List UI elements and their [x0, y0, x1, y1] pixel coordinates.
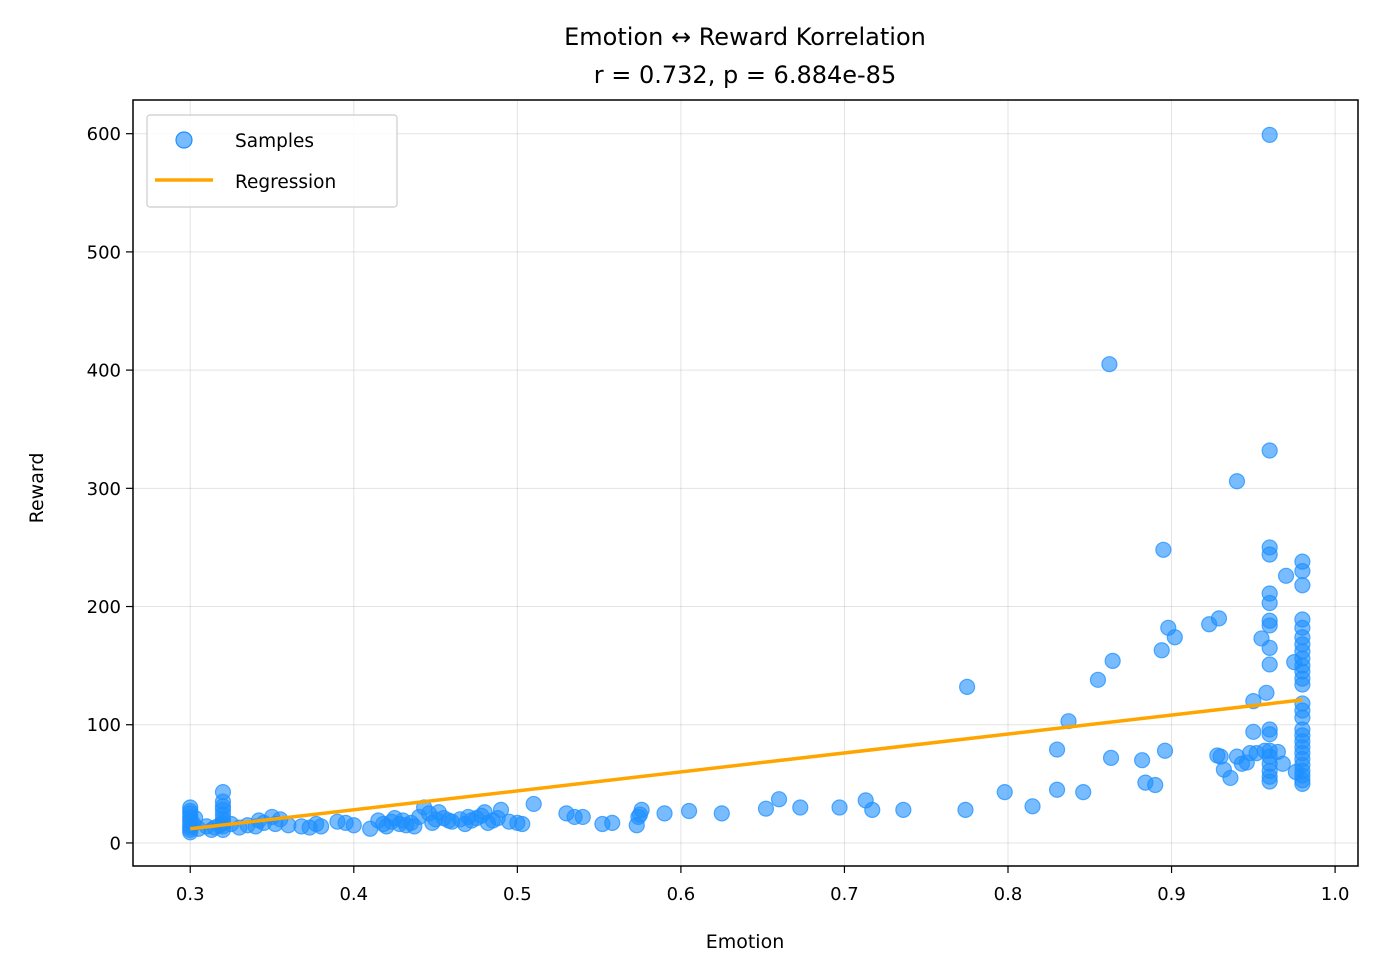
- sample-point: [1261, 656, 1278, 673]
- sample-point: [864, 801, 881, 818]
- regression-line: [190, 698, 1303, 831]
- sample-point: [957, 801, 974, 818]
- sample-point: [1048, 781, 1066, 798]
- sample-point: [1156, 742, 1174, 759]
- legend-samples-label: Samples: [235, 131, 314, 152]
- y-tick-label: 300: [87, 479, 121, 500]
- sample-point: [1274, 755, 1291, 772]
- y-tick-label: 100: [87, 715, 121, 736]
- legend: Samples Regression: [146, 114, 398, 208]
- y-axis-ticks: 0 100 200 300 400 500 600: [87, 124, 133, 854]
- sample-point: [895, 801, 912, 818]
- sample-point: [1228, 473, 1246, 490]
- regression-line-group: [190, 698, 1303, 831]
- sample-point: [770, 791, 788, 808]
- sample-point: [1261, 442, 1278, 459]
- sample-point: [757, 800, 775, 817]
- sample-point: [1024, 798, 1041, 815]
- y-tick-label: 500: [87, 242, 121, 263]
- sample-point: [1245, 723, 1262, 740]
- sample-point: [996, 784, 1013, 801]
- chart-title: Emotion ↔ Reward Korrelation: [564, 23, 926, 51]
- x-tick-label: 0.7: [830, 884, 859, 905]
- sample-point: [1261, 773, 1278, 790]
- sample-point: [1075, 784, 1092, 801]
- sample-point: [1261, 546, 1278, 563]
- sample-point: [959, 678, 976, 696]
- sample-point: [604, 814, 621, 831]
- x-tick-label: 0.8: [994, 884, 1023, 905]
- sample-point: [1166, 629, 1183, 646]
- x-tick-label: 1.0: [1321, 884, 1350, 905]
- sample-point: [312, 818, 330, 835]
- sample-point: [1134, 752, 1151, 769]
- sample-point: [633, 801, 650, 818]
- x-axis-label: Emotion: [706, 931, 785, 953]
- sample-point: [831, 799, 848, 816]
- sample-point: [525, 795, 542, 813]
- sample-point: [345, 817, 362, 834]
- sample-point: [1261, 594, 1278, 612]
- sample-point: [574, 808, 591, 826]
- x-tick-label: 0.6: [667, 884, 696, 905]
- y-tick-label: 400: [87, 361, 121, 382]
- sample-point: [1222, 769, 1239, 787]
- sample-point: [792, 799, 809, 816]
- sample-point: [1294, 775, 1311, 792]
- sample-point: [1294, 562, 1311, 580]
- plot-frame: [132, 99, 1359, 867]
- sample-point: [1153, 642, 1170, 659]
- sample-point: [1261, 726, 1278, 743]
- sample-point: [492, 801, 510, 818]
- sample-point: [1210, 610, 1228, 627]
- sample-point: [1089, 671, 1107, 688]
- x-tick-label: 0.4: [339, 884, 368, 905]
- x-axis-ticks: 0.3 0.4 0.5 0.6 0.7 0.8 0.9 1.0: [176, 866, 1350, 905]
- sample-point: [1261, 639, 1278, 657]
- legend-regression-label: Regression: [235, 172, 336, 193]
- sample-point: [1104, 652, 1121, 670]
- sample-point: [1258, 684, 1275, 701]
- sample-point: [1102, 749, 1120, 766]
- chart-subtitle: r = 0.732, p = 6.884e-85: [594, 61, 896, 89]
- x-tick-label: 0.9: [1157, 884, 1186, 905]
- sample-point: [680, 802, 698, 820]
- y-axis-label: Reward: [26, 453, 48, 524]
- x-tick-label: 0.5: [503, 884, 532, 905]
- y-tick-label: 200: [87, 597, 121, 618]
- y-tick-label: 0: [110, 833, 121, 854]
- sample-point: [1147, 776, 1164, 794]
- sample-points: [182, 126, 1311, 841]
- sample-point: [1261, 126, 1278, 143]
- legend-box: [146, 114, 398, 208]
- sample-point: [1048, 741, 1066, 758]
- sample-point: [1294, 577, 1311, 594]
- sample-point: [1261, 617, 1278, 634]
- sample-point: [514, 815, 531, 833]
- legend-samples-marker: [175, 131, 193, 149]
- sample-point: [656, 805, 673, 822]
- sample-point: [1101, 356, 1118, 373]
- sample-point: [1155, 541, 1172, 558]
- x-tick-label: 0.3: [176, 884, 205, 905]
- grid-lines: [133, 100, 1358, 866]
- sample-point: [1294, 676, 1311, 693]
- sample-point: [713, 805, 730, 822]
- sample-point: [1277, 567, 1295, 584]
- y-tick-label: 600: [87, 124, 121, 145]
